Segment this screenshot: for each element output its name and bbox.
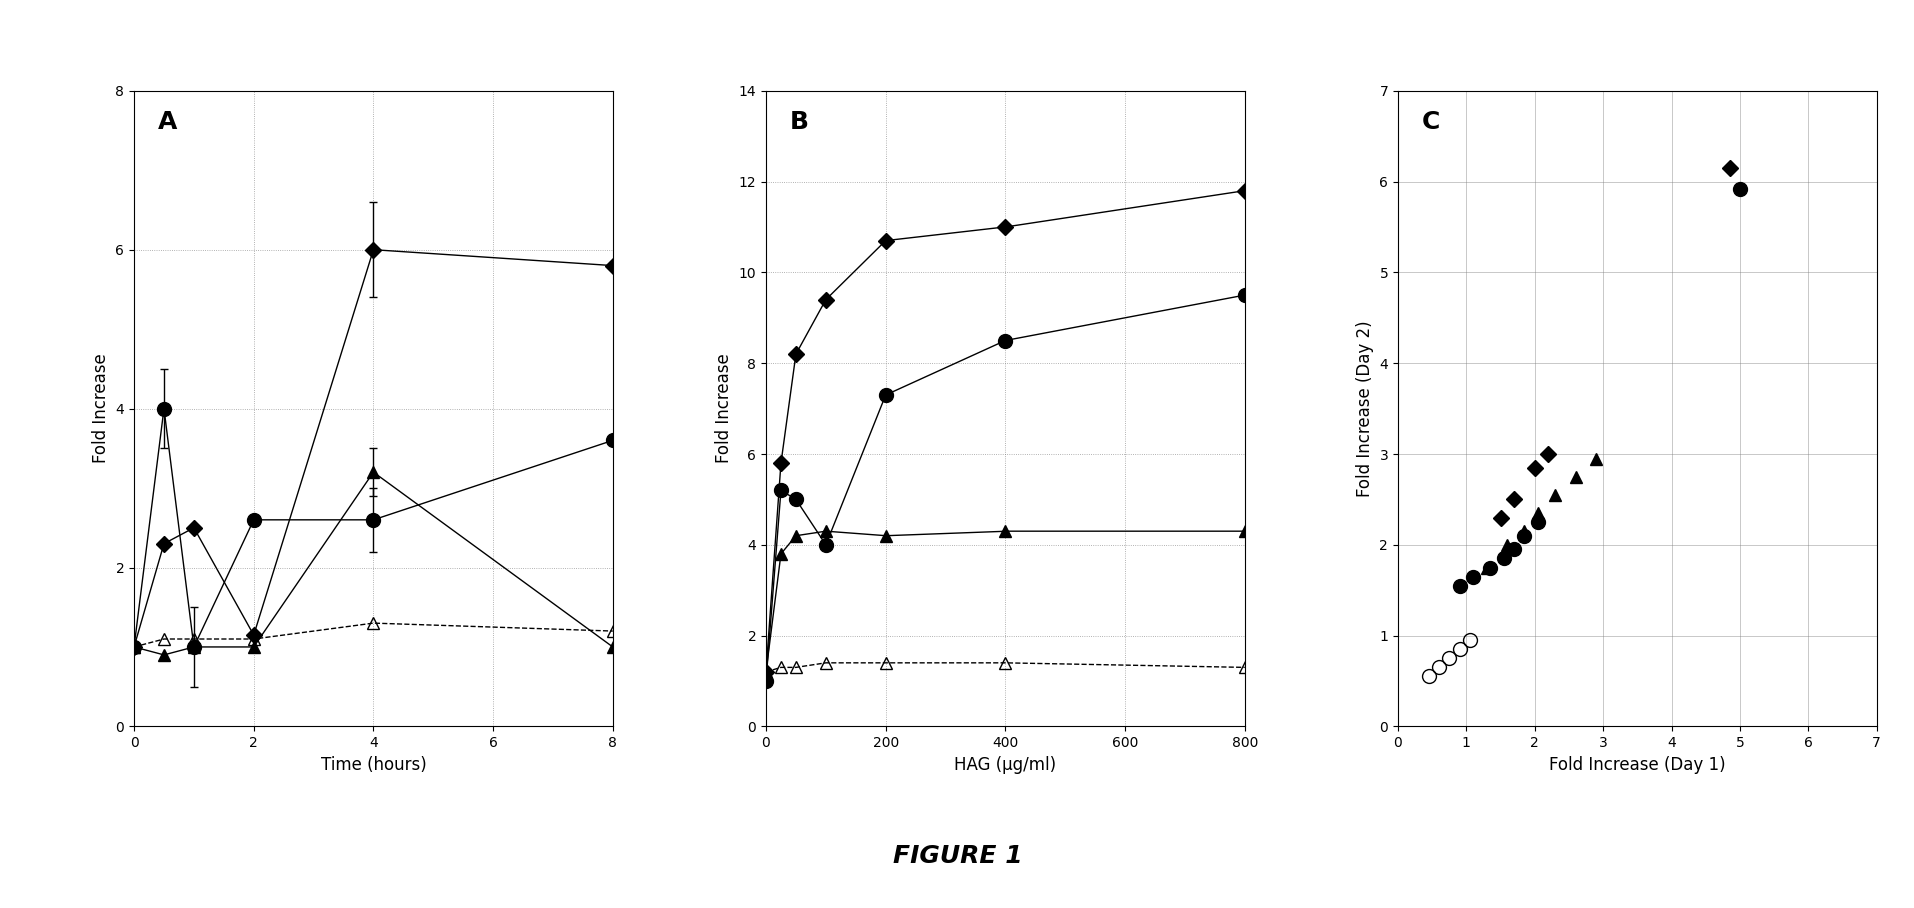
Text: C: C <box>1420 110 1439 133</box>
Text: A: A <box>157 110 178 133</box>
X-axis label: HAG (μg/ml): HAG (μg/ml) <box>953 755 1057 774</box>
Y-axis label: Fold Increase: Fold Increase <box>714 354 733 463</box>
Text: B: B <box>790 110 808 133</box>
Y-axis label: Fold Increase: Fold Increase <box>92 354 109 463</box>
Text: FIGURE 1: FIGURE 1 <box>892 844 1022 868</box>
X-axis label: Fold Increase (Day 1): Fold Increase (Day 1) <box>1548 755 1725 774</box>
Y-axis label: Fold Increase (Day 2): Fold Increase (Day 2) <box>1355 321 1372 497</box>
X-axis label: Time (hours): Time (hours) <box>320 755 427 774</box>
